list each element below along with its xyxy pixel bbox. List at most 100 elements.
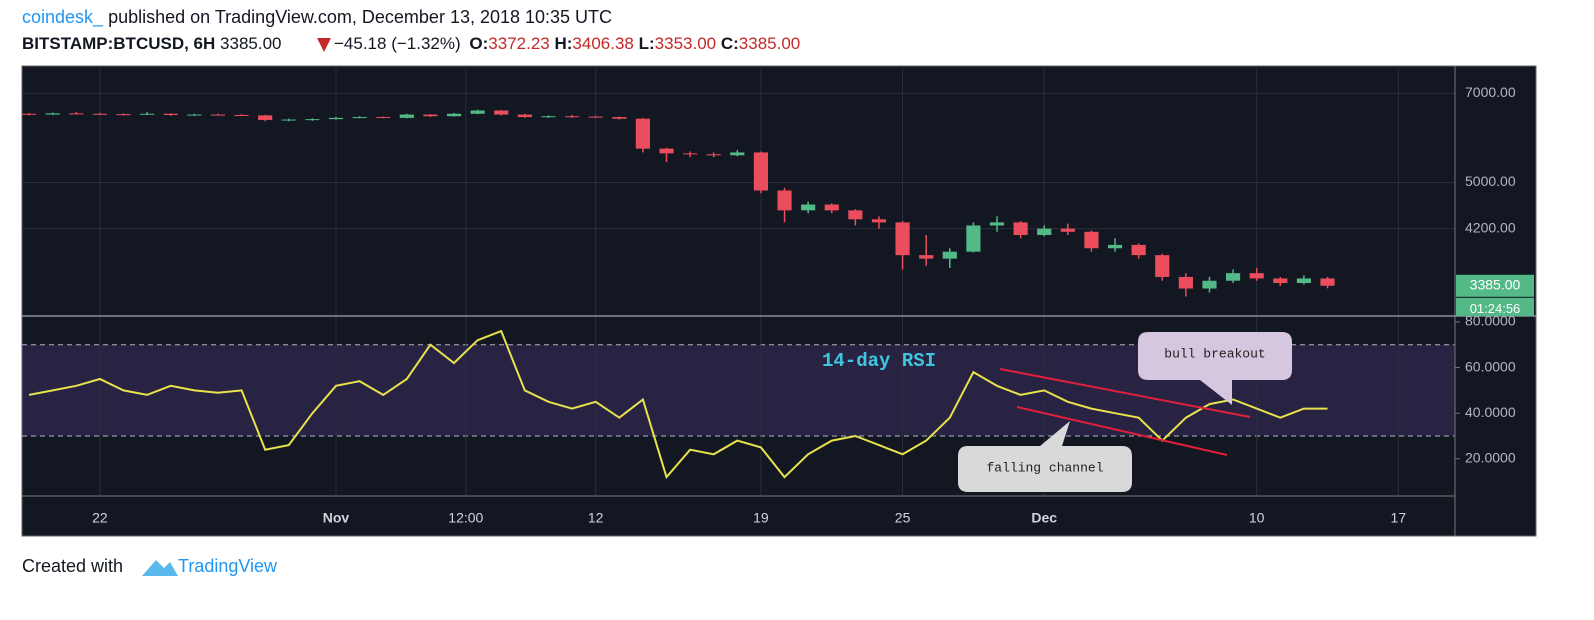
candle-body (612, 117, 627, 119)
candle-body (352, 117, 367, 119)
candle-body (730, 152, 745, 156)
header-line: coindesk_ published on TradingView.com, … (22, 7, 612, 28)
brand: coindesk_ (22, 7, 104, 28)
candle-body (187, 114, 202, 116)
h-label: H: (554, 34, 572, 53)
candle-body (1155, 255, 1170, 277)
published: published on TradingView.com, December 1… (108, 7, 612, 27)
countdown-box (1456, 297, 1534, 316)
candle-body (517, 114, 532, 118)
candle-body (163, 113, 178, 115)
candle-body (801, 204, 816, 211)
candle-body (942, 251, 957, 259)
x-tick-label: 25 (895, 510, 911, 526)
candle-body (305, 119, 320, 121)
candle-body (895, 222, 910, 256)
symbol: BITSTAMP:BTCUSD, 6H (22, 34, 215, 53)
candle-body (1131, 244, 1146, 256)
price-pane (22, 109, 1335, 297)
callout (958, 421, 1132, 492)
candle-body (399, 114, 414, 118)
candle-body (659, 148, 674, 154)
candle-body (541, 116, 556, 118)
candle-body (258, 115, 273, 120)
candle-body (92, 113, 107, 115)
candle-body (824, 204, 839, 211)
x-tick-label: Nov (323, 510, 350, 526)
channel-line (999, 368, 1251, 418)
rsi-title: 14-day RSI (822, 350, 936, 372)
o-value: 3372.23 (488, 34, 549, 53)
y-tick-label: 60.0000 (1465, 358, 1516, 374)
y-tick-label: 7000.00 (1465, 84, 1516, 100)
candle-body (1320, 278, 1335, 286)
x-tick-label: 12:00 (448, 510, 483, 526)
channel-line (1016, 406, 1228, 456)
candle-body (1273, 278, 1288, 284)
rsi-line (28, 329, 1328, 480)
footer-text: Created with (22, 556, 123, 576)
x-tick-label: Dec (1031, 510, 1057, 526)
footer-brand: TradingView (178, 556, 278, 576)
candle-body (423, 114, 438, 117)
c-label: C: (721, 34, 739, 53)
candle-body (564, 116, 580, 118)
y-tick-label: 20.0000 (1465, 450, 1516, 466)
candle-body (683, 153, 698, 155)
candle-body (1060, 228, 1075, 232)
change: −45.18 (−1.32%) (334, 34, 461, 53)
callout-text: bull breakout (1164, 346, 1265, 361)
l-label: L: (639, 34, 655, 53)
last-price: 3385.00 (220, 34, 281, 53)
candle-body (1249, 273, 1264, 279)
candle-body (328, 117, 344, 120)
candle-body (1084, 231, 1099, 249)
candle-body (1178, 276, 1193, 289)
countdown: 01:24:56 (1470, 301, 1521, 316)
y-tick-label: 80.0000 (1465, 313, 1516, 329)
candle-body (1037, 228, 1052, 236)
x-tick-label: 12 (588, 510, 604, 526)
x-tick-label: 19 (753, 510, 769, 526)
candle-body (1296, 278, 1311, 284)
candle-body (871, 219, 887, 223)
price-tag-label: 3385.00 (1470, 276, 1521, 292)
price-tag (1456, 274, 1534, 297)
chart-background (21, 65, 1537, 537)
y-tick-label: 5000.00 (1465, 173, 1516, 189)
candle-body (706, 154, 721, 156)
candle-body (69, 113, 84, 115)
candle-body (446, 113, 462, 117)
candle-body (966, 225, 981, 252)
candle-body (635, 118, 650, 149)
ohlc-line: −45.18 (−1.32%) O:3372.23 H:3406.38 L:33… (334, 34, 800, 53)
candle-body (45, 113, 60, 115)
candle-body (1107, 244, 1123, 249)
candle-body (777, 190, 792, 211)
candle-body (1202, 280, 1217, 289)
x-tick-label: 17 (1391, 510, 1407, 526)
y-tick-label: 40.0000 (1465, 404, 1516, 420)
candle-body (753, 152, 769, 191)
y-tick-label: 4200.00 (1465, 219, 1516, 235)
x-tick-label: 10 (1249, 510, 1265, 526)
candle-body (116, 114, 131, 116)
candle-body (470, 110, 485, 114)
candle-body (989, 222, 1005, 226)
candle-body (140, 113, 155, 115)
candle-body (281, 119, 296, 121)
o-label: O: (469, 34, 488, 53)
symbol-line: BITSTAMP:BTCUSD, 6H 3385.00 (22, 34, 281, 53)
candle-body (1226, 273, 1241, 281)
candle-body (848, 210, 863, 220)
candle-body (919, 255, 934, 259)
down-arrow (317, 38, 331, 52)
candle-body (588, 116, 603, 118)
candle-body (22, 113, 37, 115)
x-tick-label: 22 (92, 510, 108, 526)
callout-text: falling channel (986, 460, 1103, 475)
candle-body (1013, 222, 1028, 236)
candle-body (494, 110, 509, 115)
l-value: 3353.00 (655, 34, 716, 53)
